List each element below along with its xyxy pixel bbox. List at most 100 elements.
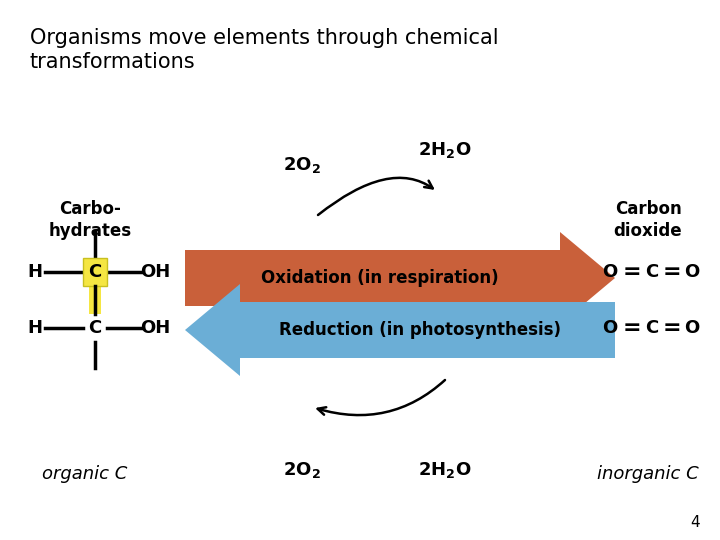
Polygon shape <box>230 250 234 306</box>
Text: 4: 4 <box>690 515 700 530</box>
Polygon shape <box>545 250 549 306</box>
Polygon shape <box>326 302 330 358</box>
Polygon shape <box>611 302 615 358</box>
Polygon shape <box>320 250 324 306</box>
Polygon shape <box>525 302 528 358</box>
Polygon shape <box>185 250 189 306</box>
Polygon shape <box>192 250 197 306</box>
Polygon shape <box>197 250 200 306</box>
Polygon shape <box>328 250 331 306</box>
Polygon shape <box>277 302 282 358</box>
Polygon shape <box>264 250 268 306</box>
Polygon shape <box>406 250 410 306</box>
Polygon shape <box>499 302 503 358</box>
Polygon shape <box>500 250 504 306</box>
Polygon shape <box>428 250 433 306</box>
Polygon shape <box>245 250 248 306</box>
Polygon shape <box>451 250 455 306</box>
Polygon shape <box>435 302 438 358</box>
Text: Carbo-
hydrates: Carbo- hydrates <box>48 200 132 240</box>
Polygon shape <box>443 302 446 358</box>
Polygon shape <box>585 302 589 358</box>
Text: =: = <box>662 262 681 282</box>
Polygon shape <box>570 302 574 358</box>
Polygon shape <box>467 250 470 306</box>
Polygon shape <box>508 250 511 306</box>
Polygon shape <box>226 250 230 306</box>
Polygon shape <box>360 302 364 358</box>
Polygon shape <box>504 250 508 306</box>
Polygon shape <box>211 250 215 306</box>
Polygon shape <box>200 250 204 306</box>
Polygon shape <box>380 250 384 306</box>
Polygon shape <box>552 302 555 358</box>
Polygon shape <box>487 302 491 358</box>
Polygon shape <box>405 302 409 358</box>
Polygon shape <box>528 302 533 358</box>
Polygon shape <box>433 250 436 306</box>
Polygon shape <box>369 250 372 306</box>
Polygon shape <box>390 302 394 358</box>
Polygon shape <box>386 302 390 358</box>
Polygon shape <box>248 302 251 358</box>
Polygon shape <box>207 250 211 306</box>
Polygon shape <box>425 250 428 306</box>
Polygon shape <box>395 250 399 306</box>
Polygon shape <box>593 302 596 358</box>
Polygon shape <box>492 250 496 306</box>
Text: H: H <box>27 263 42 281</box>
Polygon shape <box>608 302 611 358</box>
Polygon shape <box>350 250 354 306</box>
Text: =: = <box>662 318 681 338</box>
Polygon shape <box>372 302 375 358</box>
Polygon shape <box>481 250 485 306</box>
Polygon shape <box>89 286 101 314</box>
Polygon shape <box>515 250 518 306</box>
Polygon shape <box>549 250 552 306</box>
Polygon shape <box>256 250 260 306</box>
Polygon shape <box>431 302 435 358</box>
Polygon shape <box>315 302 319 358</box>
Polygon shape <box>476 302 480 358</box>
Polygon shape <box>292 302 296 358</box>
Polygon shape <box>185 284 615 376</box>
Polygon shape <box>477 250 481 306</box>
Polygon shape <box>538 250 541 306</box>
Polygon shape <box>358 250 361 306</box>
Polygon shape <box>361 250 365 306</box>
Polygon shape <box>530 250 534 306</box>
Polygon shape <box>459 250 462 306</box>
Polygon shape <box>394 302 397 358</box>
Polygon shape <box>305 250 309 306</box>
Text: O: O <box>685 319 700 337</box>
Polygon shape <box>589 302 593 358</box>
Text: $\mathbf{2O_2}$: $\mathbf{2O_2}$ <box>283 460 321 480</box>
Text: H: H <box>27 319 42 337</box>
Polygon shape <box>204 250 207 306</box>
Polygon shape <box>189 250 192 306</box>
Polygon shape <box>367 302 372 358</box>
Polygon shape <box>354 250 358 306</box>
Text: organic C: organic C <box>42 465 127 483</box>
Text: Organisms move elements through chemical: Organisms move elements through chemical <box>30 28 499 48</box>
Polygon shape <box>552 250 557 306</box>
Polygon shape <box>577 302 581 358</box>
Polygon shape <box>241 250 245 306</box>
Polygon shape <box>444 250 448 306</box>
Polygon shape <box>566 302 570 358</box>
Polygon shape <box>521 302 525 358</box>
Polygon shape <box>266 302 270 358</box>
Polygon shape <box>536 302 540 358</box>
Polygon shape <box>462 250 467 306</box>
Polygon shape <box>268 250 271 306</box>
Polygon shape <box>562 302 566 358</box>
Polygon shape <box>377 250 380 306</box>
Polygon shape <box>215 250 219 306</box>
Polygon shape <box>391 250 395 306</box>
Polygon shape <box>285 302 289 358</box>
Polygon shape <box>309 250 312 306</box>
Polygon shape <box>506 302 510 358</box>
Polygon shape <box>294 250 297 306</box>
Polygon shape <box>297 250 301 306</box>
Polygon shape <box>338 302 341 358</box>
